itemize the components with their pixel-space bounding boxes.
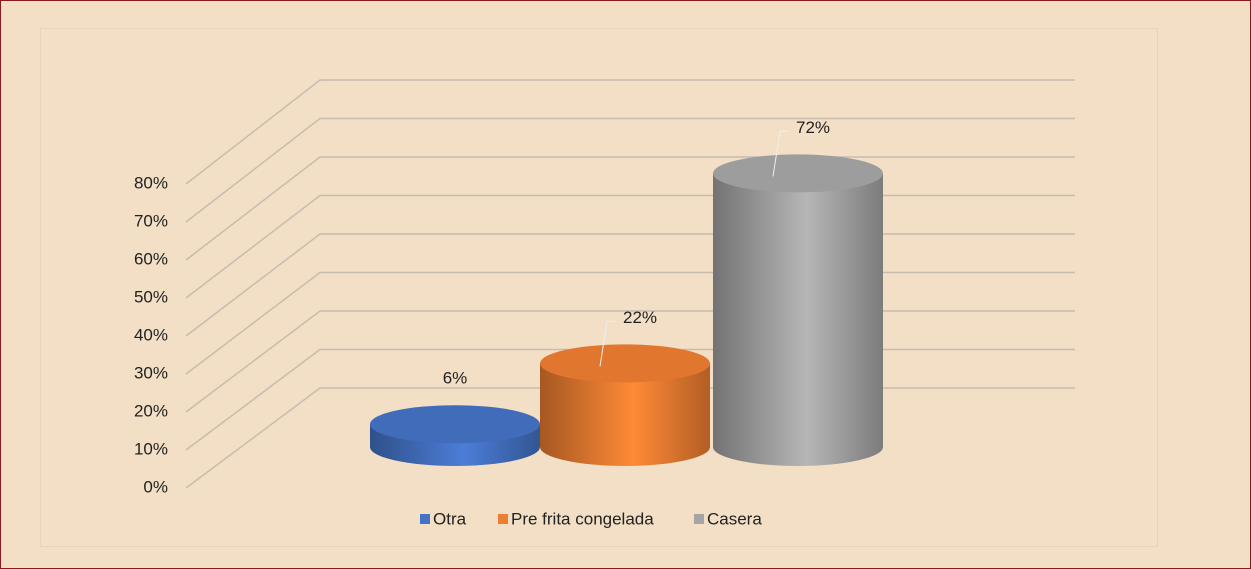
y-tick-label: 80%	[134, 173, 168, 192]
leader-line	[772, 130, 788, 177]
y-tick-label: 40%	[134, 325, 168, 344]
leader-line	[599, 320, 615, 367]
y-tick-label: 60%	[134, 249, 168, 268]
y-tick-label: 20%	[134, 401, 168, 420]
y-tick-label: 10%	[134, 439, 168, 458]
legend-label: Otra	[433, 509, 467, 528]
grid-line	[185, 117, 1075, 223]
bar-top	[370, 405, 540, 444]
bar	[540, 363, 710, 466]
y-tick-label: 50%	[134, 287, 168, 306]
legend-swatch	[694, 514, 704, 524]
grid-line	[185, 79, 1075, 185]
legend-label: Casera	[707, 509, 762, 528]
bar-top	[540, 344, 710, 383]
y-tick-label: 70%	[134, 211, 168, 230]
y-tick-label: 30%	[134, 363, 168, 382]
legend-swatch	[420, 514, 430, 524]
data-label: 72%	[796, 118, 830, 137]
y-tick-label: 0%	[143, 477, 168, 496]
legend-swatch	[498, 514, 508, 524]
data-label: 6%	[443, 369, 468, 388]
bar-top	[713, 154, 883, 193]
data-label: 22%	[623, 308, 657, 327]
plot-frame	[40, 28, 1158, 547]
bar	[713, 173, 883, 466]
legend-label: Pre frita congelada	[511, 509, 654, 528]
